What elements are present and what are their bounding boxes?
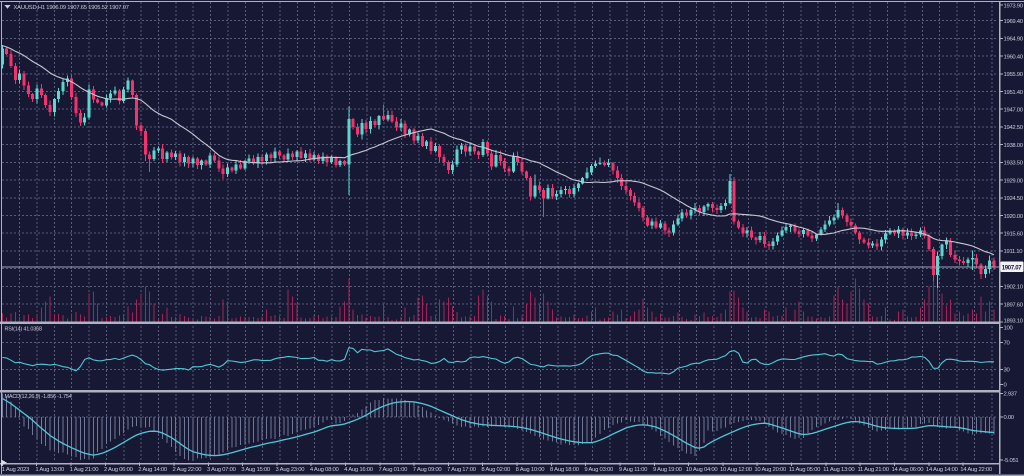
svg-text:1915.60: 1915.60 xyxy=(1004,231,1024,237)
svg-text:2 Aug 22:00: 2 Aug 22:00 xyxy=(173,467,203,473)
svg-text:1938.00: 1938.00 xyxy=(1004,143,1024,149)
svg-text:1929.00: 1929.00 xyxy=(1004,178,1024,184)
svg-text:1969.40: 1969.40 xyxy=(1004,19,1024,25)
svg-text:14 Aug 22:00: 14 Aug 22:00 xyxy=(960,467,993,473)
svg-text:70: 70 xyxy=(1004,341,1011,347)
svg-text:10 Aug 12:00: 10 Aug 12:00 xyxy=(720,467,753,473)
svg-text:10 Aug 04:00: 10 Aug 04:00 xyxy=(686,467,719,473)
svg-text:14 Aug 14:00: 14 Aug 14:00 xyxy=(926,467,959,473)
svg-text:1947.00: 1947.00 xyxy=(1004,107,1024,113)
svg-text:3 Aug 15:00: 3 Aug 15:00 xyxy=(241,467,271,473)
svg-text:1964.90: 1964.90 xyxy=(1004,37,1024,43)
svg-text:7 Aug 17:00: 7 Aug 17:00 xyxy=(447,467,477,473)
svg-text:1955.90: 1955.90 xyxy=(1004,72,1024,78)
svg-text:-5.051: -5.051 xyxy=(1004,458,1019,464)
svg-text:1973.90: 1973.90 xyxy=(1004,3,1024,9)
svg-text:8 Aug 18:00: 8 Aug 18:00 xyxy=(550,467,580,473)
svg-text:1960.40: 1960.40 xyxy=(1004,54,1024,60)
svg-text:1924.50: 1924.50 xyxy=(1004,196,1024,202)
svg-text:1942.50: 1942.50 xyxy=(1004,125,1024,131)
svg-text:2 Aug 14:00: 2 Aug 14:00 xyxy=(138,467,168,473)
svg-text:10 Aug 20:00: 10 Aug 20:00 xyxy=(754,467,787,473)
svg-text:11 Aug 21:00: 11 Aug 21:00 xyxy=(857,467,889,473)
svg-text:XAUUSD,H1 1906.09 1907.65 190: XAUUSD,H1 1906.09 1907.65 1905.52 1907.0… xyxy=(14,5,129,11)
svg-text:1 Aug 2023: 1 Aug 2023 xyxy=(2,467,30,473)
svg-text:RSI(14) 41.0368: RSI(14) 41.0368 xyxy=(5,326,42,332)
svg-text:9 Aug 11:00: 9 Aug 11:00 xyxy=(619,467,648,473)
svg-text:3 Aug 07:00: 3 Aug 07:00 xyxy=(207,467,237,473)
svg-text:8 Aug 02:00: 8 Aug 02:00 xyxy=(481,467,511,473)
svg-text:1933.50: 1933.50 xyxy=(1004,161,1024,167)
svg-text:1 Aug 13:00: 1 Aug 13:00 xyxy=(35,467,65,473)
svg-text:1951.40: 1951.40 xyxy=(1004,90,1024,96)
svg-text:8 Aug 10:00: 8 Aug 10:00 xyxy=(516,467,546,473)
svg-text:1920.00: 1920.00 xyxy=(1004,214,1024,220)
svg-text:4 Aug 08:00: 4 Aug 08:00 xyxy=(310,467,340,473)
svg-text:9 Aug 19:00: 9 Aug 19:00 xyxy=(653,467,683,473)
svg-text:3 Aug 23:00: 3 Aug 23:00 xyxy=(276,467,306,473)
svg-text:1 Aug 21:00: 1 Aug 21:00 xyxy=(70,467,100,473)
svg-text:2 Aug 06:00: 2 Aug 06:00 xyxy=(104,467,134,473)
svg-text:2.937: 2.937 xyxy=(1004,392,1017,398)
svg-text:9 Aug 03:00: 9 Aug 03:00 xyxy=(584,467,614,473)
svg-text:30: 30 xyxy=(1004,368,1011,374)
svg-text:1907.07: 1907.07 xyxy=(1002,265,1023,271)
svg-text:1897.60: 1897.60 xyxy=(1004,302,1024,308)
svg-text:14 Aug 06:00: 14 Aug 06:00 xyxy=(892,467,925,473)
svg-text:7 Aug 01:00: 7 Aug 01:00 xyxy=(378,467,408,473)
svg-text:100: 100 xyxy=(1004,326,1014,332)
svg-text:1911.10: 1911.10 xyxy=(1004,249,1024,255)
svg-text:MACD(12,26,9) -1.856 -1.754: MACD(12,26,9) -1.856 -1.754 xyxy=(5,394,72,400)
svg-text:0: 0 xyxy=(1004,383,1008,389)
svg-text:4 Aug 16:00: 4 Aug 16:00 xyxy=(344,467,374,473)
svg-text:7 Aug 09:00: 7 Aug 09:00 xyxy=(413,467,443,473)
svg-text:1893.10: 1893.10 xyxy=(1004,318,1024,324)
svg-text:0.00: 0.00 xyxy=(1004,415,1015,421)
svg-text:1902.10: 1902.10 xyxy=(1004,285,1024,291)
svg-text:11 Aug 05:00: 11 Aug 05:00 xyxy=(789,467,821,473)
svg-text:11 Aug 13:00: 11 Aug 13:00 xyxy=(823,467,855,473)
